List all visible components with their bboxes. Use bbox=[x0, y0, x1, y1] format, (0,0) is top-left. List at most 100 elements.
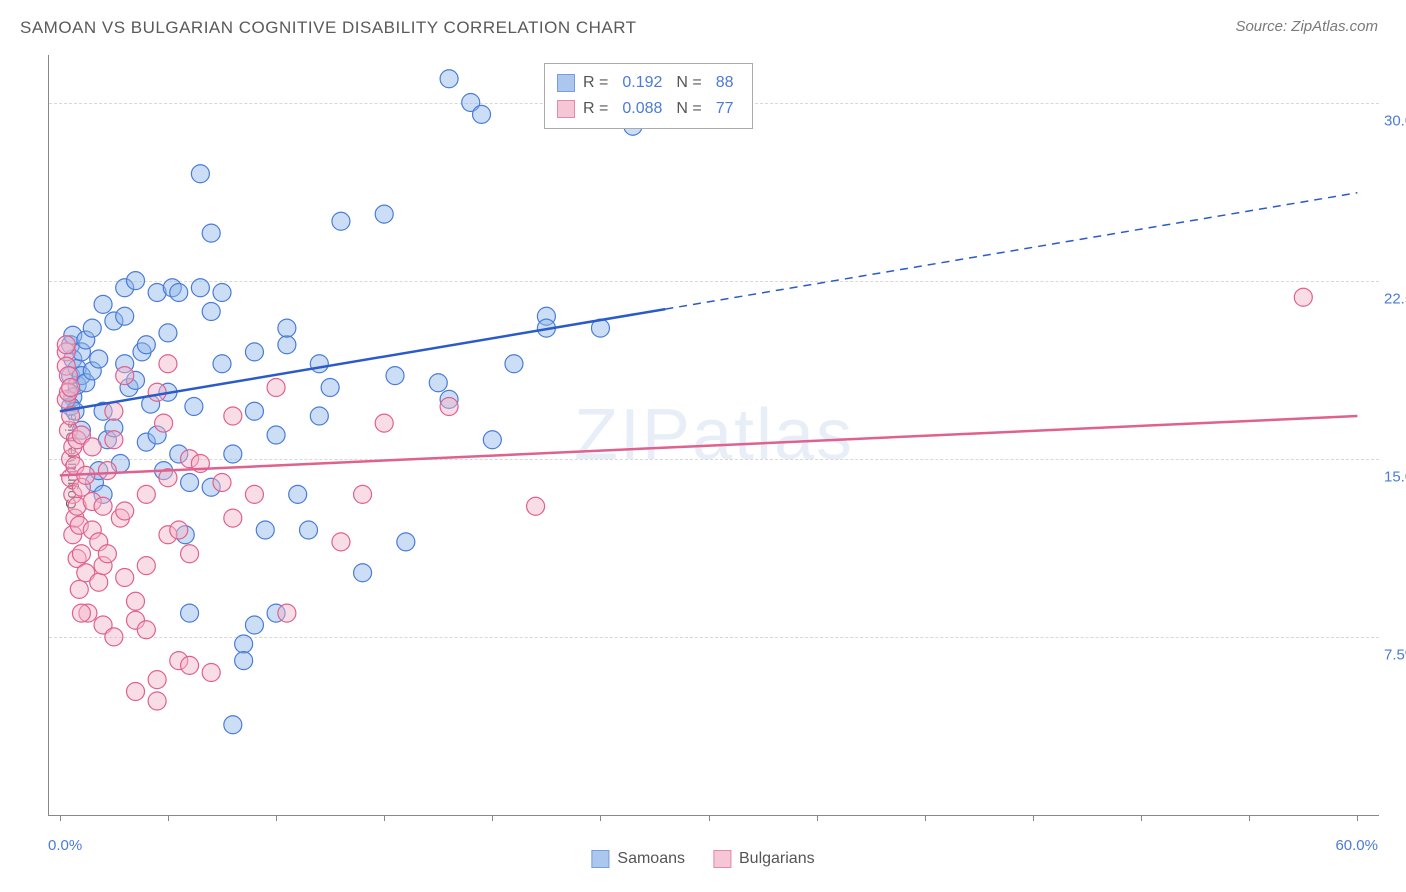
legend-n-value: 88 bbox=[716, 70, 734, 96]
legend-swatch bbox=[591, 850, 609, 868]
chart-container: SAMOAN VS BULGARIAN COGNITIVE DISABILITY… bbox=[0, 0, 1406, 892]
x-tick bbox=[60, 815, 61, 821]
data-point bbox=[181, 656, 199, 674]
series-legend: Samoans Bulgarians bbox=[591, 850, 814, 868]
data-point bbox=[202, 303, 220, 321]
data-point bbox=[137, 557, 155, 575]
data-point bbox=[137, 336, 155, 354]
data-point bbox=[62, 379, 80, 397]
trend-line bbox=[60, 416, 1358, 475]
series-name: Samoans bbox=[617, 850, 685, 868]
trend-line-extrapolated bbox=[665, 193, 1357, 309]
data-point bbox=[98, 462, 116, 480]
data-point bbox=[310, 355, 328, 373]
data-point bbox=[105, 431, 123, 449]
legend-swatch bbox=[713, 850, 731, 868]
y-tick-label: 15.0% bbox=[1384, 468, 1406, 485]
data-point bbox=[105, 402, 123, 420]
data-point bbox=[116, 307, 134, 325]
data-point bbox=[72, 604, 90, 622]
x-label-left: 0.0% bbox=[48, 837, 82, 854]
data-point bbox=[90, 573, 108, 591]
data-point bbox=[213, 355, 231, 373]
data-point bbox=[170, 284, 188, 302]
x-tick bbox=[384, 815, 385, 821]
data-point bbox=[181, 474, 199, 492]
data-point bbox=[57, 336, 75, 354]
legend-n-label: N = bbox=[676, 70, 701, 96]
x-tick bbox=[276, 815, 277, 821]
data-point bbox=[429, 374, 447, 392]
data-point bbox=[127, 272, 145, 290]
data-point bbox=[278, 604, 296, 622]
data-point bbox=[90, 350, 108, 368]
data-point bbox=[94, 497, 112, 515]
data-point bbox=[354, 485, 372, 503]
data-point bbox=[235, 635, 253, 653]
data-point bbox=[191, 279, 209, 297]
chart-source: Source: ZipAtlas.com bbox=[1235, 18, 1378, 35]
data-point bbox=[148, 671, 166, 689]
data-point bbox=[256, 521, 274, 539]
legend-n-value: 77 bbox=[716, 96, 734, 122]
scatter-svg bbox=[49, 55, 1379, 815]
data-point bbox=[300, 521, 318, 539]
series-legend-item: Samoans bbox=[591, 850, 685, 868]
data-point bbox=[224, 509, 242, 527]
data-point bbox=[94, 295, 112, 313]
data-point bbox=[137, 621, 155, 639]
chart-title: SAMOAN VS BULGARIAN COGNITIVE DISABILITY… bbox=[20, 18, 637, 38]
data-point bbox=[159, 324, 177, 342]
data-point bbox=[213, 284, 231, 302]
data-point bbox=[83, 319, 101, 337]
x-tick bbox=[1249, 815, 1250, 821]
y-tick-label: 22.5% bbox=[1384, 290, 1406, 307]
x-tick bbox=[1033, 815, 1034, 821]
data-point bbox=[224, 445, 242, 463]
data-point bbox=[83, 438, 101, 456]
data-point bbox=[267, 379, 285, 397]
data-point bbox=[483, 431, 501, 449]
data-point bbox=[245, 616, 263, 634]
data-point bbox=[155, 414, 173, 432]
x-tick bbox=[1141, 815, 1142, 821]
data-point bbox=[386, 367, 404, 385]
legend-r-value: 0.192 bbox=[622, 70, 662, 96]
legend-r-label: R = bbox=[583, 70, 608, 96]
data-point bbox=[202, 224, 220, 242]
x-tick bbox=[1357, 815, 1358, 821]
data-point bbox=[473, 105, 491, 123]
data-point bbox=[159, 355, 177, 373]
legend-swatch bbox=[557, 100, 575, 118]
data-point bbox=[105, 628, 123, 646]
data-point bbox=[310, 407, 328, 425]
data-point bbox=[354, 564, 372, 582]
data-point bbox=[440, 398, 458, 416]
x-tick bbox=[709, 815, 710, 821]
series-name: Bulgarians bbox=[739, 850, 815, 868]
data-point bbox=[127, 683, 145, 701]
data-point bbox=[245, 485, 263, 503]
data-point bbox=[191, 165, 209, 183]
data-point bbox=[332, 533, 350, 551]
data-point bbox=[440, 70, 458, 88]
data-point bbox=[278, 319, 296, 337]
data-point bbox=[245, 343, 263, 361]
trend-line bbox=[60, 309, 666, 411]
data-point bbox=[1294, 288, 1312, 306]
data-point bbox=[289, 485, 307, 503]
data-point bbox=[116, 569, 134, 587]
x-tick bbox=[817, 815, 818, 821]
legend-n-label: N = bbox=[676, 96, 701, 122]
data-point bbox=[224, 407, 242, 425]
data-point bbox=[375, 205, 393, 223]
data-point bbox=[213, 474, 231, 492]
x-tick bbox=[600, 815, 601, 821]
series-legend-item: Bulgarians bbox=[713, 850, 815, 868]
x-tick bbox=[925, 815, 926, 821]
data-point bbox=[72, 545, 90, 563]
data-point bbox=[127, 592, 145, 610]
data-point bbox=[245, 402, 263, 420]
data-point bbox=[224, 716, 242, 734]
data-point bbox=[116, 367, 134, 385]
